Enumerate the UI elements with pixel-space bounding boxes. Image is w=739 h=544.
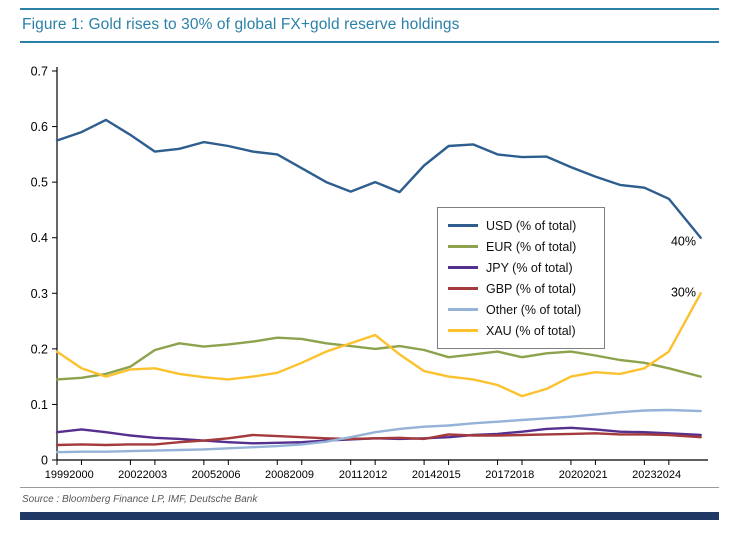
y-tick-label: 0.1 xyxy=(31,398,48,412)
annotation-40%: 40% xyxy=(671,235,696,249)
footer-bottom-bar xyxy=(20,512,719,520)
figure-title: Figure 1: Gold rises to 30% of global FX… xyxy=(22,16,460,33)
legend-swatch-eur xyxy=(448,245,478,248)
line-chart: 0 0.1 0.2 0.3 0.4 0.5 0.6 0.7 1999 2000 2002 2003 20… xyxy=(31,65,708,481)
legend: USD (% of total) EUR (% of total) JPY (%… xyxy=(437,207,605,349)
legend-label-xau: XAU (% of total) xyxy=(486,323,576,338)
y-tick-label: 0.6 xyxy=(31,120,48,134)
x-tick-label: 2009 xyxy=(289,469,313,481)
y-tick-label: 0.5 xyxy=(31,176,48,190)
legend-label-jpy: JPY (% of total) xyxy=(486,260,573,275)
figure-header: Figure 1: Gold rises to 30% of global FX… xyxy=(0,0,739,43)
legend-swatch-jpy xyxy=(448,266,478,269)
header-bottom-rule xyxy=(20,41,719,43)
legend-item-eur: EUR (% of total) xyxy=(448,237,594,256)
y-tick-label: 0.2 xyxy=(31,342,48,356)
x-tick-label: 2021 xyxy=(583,469,607,481)
y-tick-label: 0.4 xyxy=(31,231,48,245)
series-line-gbp xyxy=(55,432,702,447)
legend-item-xau: XAU (% of total) xyxy=(448,321,594,340)
legend-label-eur: EUR (% of total) xyxy=(486,239,577,254)
series-line-xau xyxy=(55,292,702,398)
x-tick-label: 2018 xyxy=(510,469,534,481)
legend-item-other: Other (% of total) xyxy=(448,300,594,319)
x-tick-label: 2002 xyxy=(118,469,142,481)
legend-swatch-usd xyxy=(448,224,478,227)
source-text: Source : Bloomberg Finance LP, IMF, Deut… xyxy=(22,494,258,505)
x-tick-label: 2014 xyxy=(412,469,436,481)
x-tick-label: 2003 xyxy=(143,469,167,481)
series-line-usd xyxy=(55,118,702,239)
series-line-jpy xyxy=(55,426,702,445)
legend-label-gbp: GBP (% of total) xyxy=(486,281,577,296)
x-tick-label: 2015 xyxy=(436,469,460,481)
y-tick-label: 0 xyxy=(41,454,48,468)
x-tick-label: 2023 xyxy=(632,469,656,481)
legend-swatch-xau xyxy=(448,329,478,332)
legend-swatch-other xyxy=(448,308,478,311)
x-tick-label: 2020 xyxy=(559,469,583,481)
legend-label-other: Other (% of total) xyxy=(486,302,582,317)
x-tick-label: 2012 xyxy=(363,469,387,481)
figure-footer: Source : Bloomberg Finance LP, IMF, Deut… xyxy=(0,487,739,520)
header-top-rule xyxy=(20,8,719,10)
annotation-30%: 30% xyxy=(671,286,696,300)
series-line-other xyxy=(55,408,702,454)
legend-item-jpy: JPY (% of total) xyxy=(448,258,594,277)
y-tick-label: 0.3 xyxy=(31,287,48,301)
footer-rule xyxy=(20,487,719,488)
y-tick-label: 0.7 xyxy=(31,65,48,79)
legend-label-usd: USD (% of total) xyxy=(486,218,577,233)
x-tick-label: 2006 xyxy=(216,469,240,481)
x-tick-label: 2024 xyxy=(657,469,681,481)
x-tick-label: 2005 xyxy=(192,469,216,481)
legend-swatch-gbp xyxy=(448,287,478,290)
x-tick-label: 2011 xyxy=(339,469,363,481)
series-line-eur xyxy=(55,336,702,381)
chart-area: 0 0.1 0.2 0.3 0.4 0.5 0.6 0.7 1999 2000 2002 2003 20… xyxy=(0,43,739,483)
x-tick-label: 2008 xyxy=(265,469,289,481)
x-tick-label: 2000 xyxy=(69,469,93,481)
x-tick-label: 2017 xyxy=(485,469,509,481)
legend-item-usd: USD (% of total) xyxy=(448,216,594,235)
legend-item-gbp: GBP (% of total) xyxy=(448,279,594,298)
x-tick-label: 1999 xyxy=(45,469,69,481)
